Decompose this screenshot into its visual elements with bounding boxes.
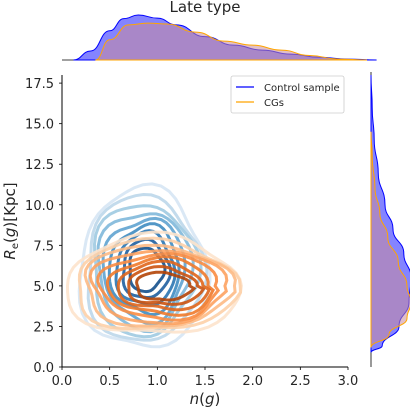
contour-cgs bbox=[135, 270, 197, 302]
x-tick-label: 0.0 bbox=[52, 374, 73, 389]
y-marginal-area-cgs bbox=[370, 131, 410, 348]
contour-cgs bbox=[65, 230, 243, 334]
legend-label-cgs: CGs bbox=[264, 98, 284, 109]
y-tick-label: 10.0 bbox=[25, 199, 54, 214]
y-tick-label: 12.5 bbox=[25, 158, 54, 173]
kde-contours bbox=[65, 182, 243, 349]
chart-title: Late type bbox=[170, 0, 241, 16]
y-tick-label: 7.5 bbox=[33, 239, 54, 254]
contour-cgs bbox=[77, 236, 243, 331]
legend: Control sample CGs bbox=[230, 75, 345, 114]
x-tick-label: 3.0 bbox=[338, 374, 359, 389]
y-marginal-kde bbox=[370, 72, 410, 367]
contour-cgs bbox=[88, 249, 229, 326]
contour-control bbox=[107, 222, 181, 317]
x-marginal-kde bbox=[62, 14, 377, 61]
x-axis-label: n(g) bbox=[190, 390, 221, 408]
legend-box bbox=[230, 75, 345, 114]
y-tick-labels: 0.0 2.5 5.0 7.5 10.0 12.5 15.0 17.5 bbox=[25, 77, 62, 376]
contour-cgs bbox=[127, 265, 206, 306]
y-axis-label: Re(g)[Kpc] bbox=[1, 182, 21, 259]
x-marginal-area-cgs bbox=[95, 22, 368, 61]
x-tick-label: 0.5 bbox=[99, 374, 120, 389]
x-tick-labels: 0.0 0.5 1.0 1.5 2.0 2.5 3.0 bbox=[52, 367, 359, 389]
y-tick-label: 2.5 bbox=[33, 320, 54, 335]
y-tick-label: 17.5 bbox=[25, 77, 54, 92]
legend-label-control: Control sample bbox=[264, 83, 340, 94]
main-axes bbox=[61, 75, 348, 368]
x-tick-label: 2.5 bbox=[290, 374, 311, 389]
x-tick-label: 1.0 bbox=[147, 374, 168, 389]
contour-cgs bbox=[96, 252, 221, 322]
y-tick-label: 0.0 bbox=[33, 361, 54, 376]
x-tick-label: 1.5 bbox=[195, 374, 216, 389]
y-tick-label: 5.0 bbox=[33, 280, 54, 295]
contour-cgs bbox=[105, 255, 216, 317]
y-tick-label: 15.0 bbox=[25, 118, 54, 133]
contour-cgs bbox=[83, 243, 237, 328]
x-tick-label: 2.0 bbox=[242, 374, 263, 389]
contour-cgs bbox=[116, 259, 212, 312]
